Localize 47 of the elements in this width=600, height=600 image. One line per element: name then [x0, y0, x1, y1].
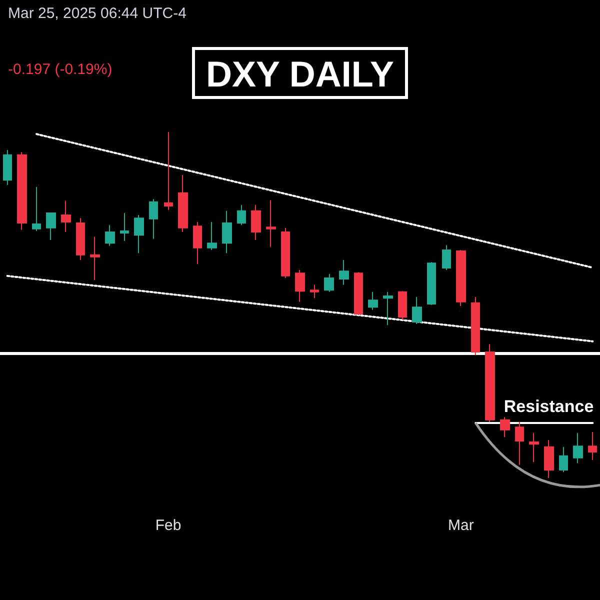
candlestick [207, 221, 217, 250]
candlestick [471, 296, 480, 356]
x-tick-label: Mar [448, 517, 474, 534]
candlestick [251, 204, 261, 240]
candlestick [324, 273, 334, 292]
candlestick [222, 210, 232, 254]
candlestick [500, 416, 510, 438]
chart-title: DXY DAILY [206, 54, 394, 94]
candlestick [529, 432, 539, 463]
candlestick [368, 291, 378, 310]
candlestick [178, 174, 188, 232]
text: -0.197 (-0.19%) [8, 61, 112, 78]
candlestick [32, 186, 41, 232]
candlestick [281, 227, 290, 279]
candlestick [61, 200, 71, 232]
candlestick [485, 344, 495, 422]
candlestick [398, 290, 407, 320]
candlestick [354, 272, 363, 316]
candlestick [164, 132, 173, 210]
candlestick [559, 446, 568, 473]
candlestick [295, 270, 305, 302]
candlestick [427, 262, 436, 306]
candlestick [383, 291, 393, 326]
candlestick [105, 224, 115, 246]
candlestick [310, 284, 319, 299]
candlestick [266, 200, 276, 248]
series-label: Resistance [504, 396, 594, 416]
candlestick [588, 431, 597, 461]
candlestick [339, 260, 349, 286]
candlestick [515, 421, 524, 466]
candlestick [193, 221, 202, 265]
candlestick [90, 236, 100, 281]
candlestick [76, 218, 85, 261]
candlestick [134, 214, 144, 254]
x-tick-label: Feb [155, 517, 182, 534]
candlestick [3, 149, 12, 186]
candlestick [46, 212, 56, 240]
candlestick [149, 198, 158, 240]
candlestick [456, 249, 466, 307]
candlestick [442, 244, 451, 271]
candlestick [237, 204, 246, 226]
candlestick [120, 212, 129, 242]
candlestick [412, 296, 422, 325]
candlestick [17, 152, 27, 230]
text: Mar 25, 2025 06:44 UTC-4 [8, 5, 186, 22]
candlestick [544, 439, 554, 478]
candlestick [573, 432, 583, 464]
